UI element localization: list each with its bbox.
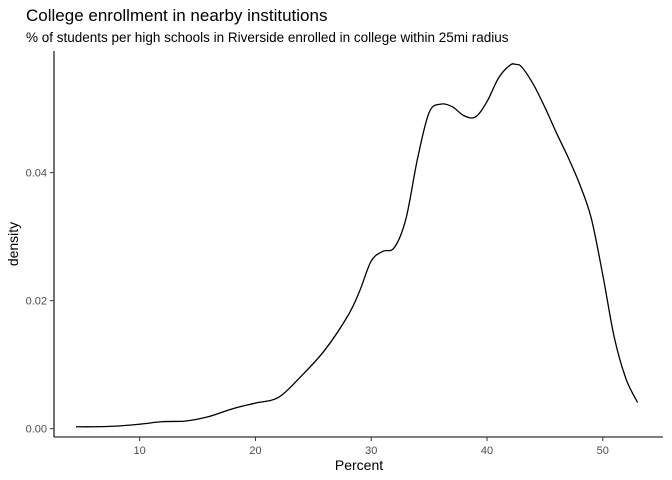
y-tick-label: 0.00 — [26, 424, 47, 436]
plot-area: 10 20 30 40 50 0.00 0.02 0.04 — [26, 51, 663, 457]
y-tick-label: 0.02 — [26, 296, 47, 308]
x-tick-label: 30 — [365, 445, 377, 457]
x-tick-label: 40 — [481, 445, 493, 457]
x-tick-label: 10 — [134, 445, 146, 457]
x-tick-label: 50 — [597, 445, 609, 457]
density-curve — [75, 63, 639, 428]
y-tick-label: 0.04 — [26, 168, 47, 180]
chart-title: College enrollment in nearby institution… — [26, 6, 327, 25]
x-axis-ticks: 10 20 30 40 50 — [134, 437, 609, 457]
x-axis-title: Percent — [335, 457, 383, 473]
y-axis-ticks: 0.00 0.02 0.04 — [26, 168, 54, 436]
x-tick-label: 20 — [249, 445, 261, 457]
y-axis-title: density — [5, 222, 21, 266]
chart-subtitle: % of students per high schools in Rivers… — [26, 30, 509, 45]
